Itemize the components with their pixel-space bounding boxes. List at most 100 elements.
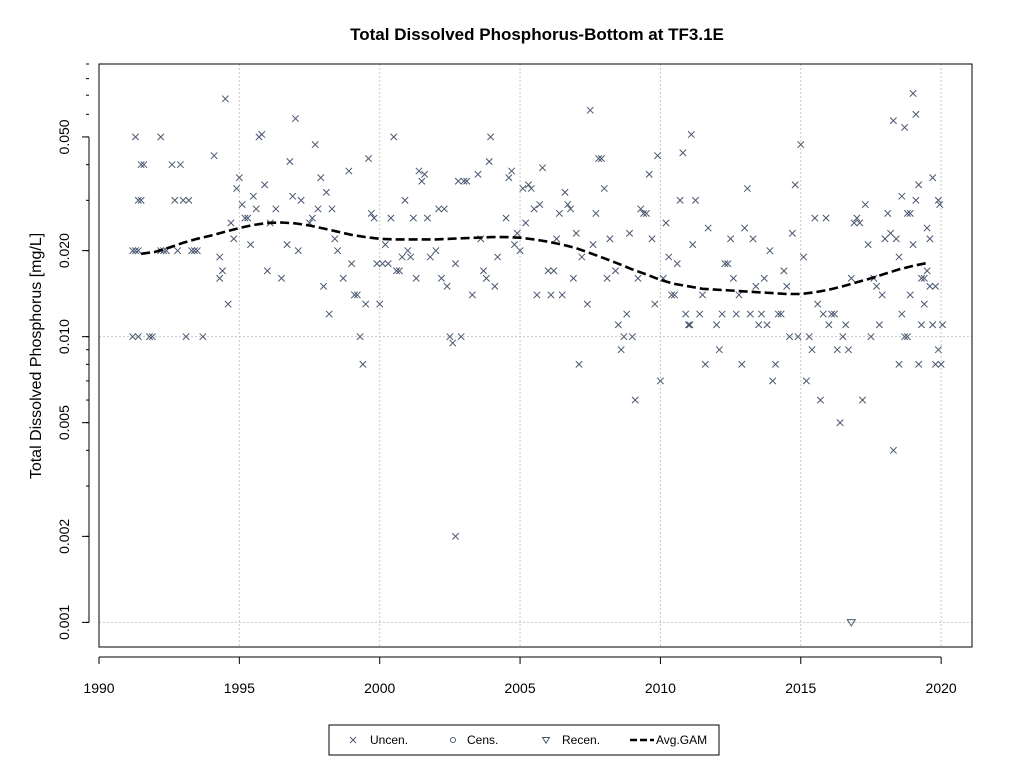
uncensored-point bbox=[325, 310, 333, 318]
legend-label: Recen. bbox=[562, 733, 600, 747]
legend-recensored-icon bbox=[541, 737, 551, 745]
uncensored-point bbox=[875, 321, 883, 329]
legend: Uncen. Cens. Recen. Avg.GAM bbox=[328, 724, 720, 756]
uncensored-point bbox=[931, 360, 940, 368]
uncensored-point bbox=[915, 181, 923, 189]
uncensored-point bbox=[376, 300, 384, 308]
uncensored-point bbox=[763, 321, 771, 329]
uncensored-point bbox=[727, 235, 735, 243]
uncensored-point bbox=[850, 219, 858, 227]
uncensored-point bbox=[906, 291, 914, 299]
uncensored-point bbox=[889, 446, 897, 454]
uncensored-point bbox=[819, 310, 827, 318]
uncensored-point bbox=[811, 214, 819, 222]
uncensored-point bbox=[547, 291, 555, 299]
uncensored-point bbox=[867, 333, 875, 341]
uncensored-point bbox=[134, 196, 142, 204]
uncensored-point bbox=[617, 346, 625, 354]
chart-title: Total Dissolved Phosphorus-Bottom at TF3… bbox=[350, 25, 724, 44]
uncensored-point bbox=[738, 360, 746, 368]
uncensored-point bbox=[749, 235, 757, 243]
uncensored-point bbox=[746, 310, 754, 318]
uncensored-point bbox=[915, 360, 923, 368]
uncensored-point bbox=[283, 241, 291, 249]
uncensored-point bbox=[218, 267, 227, 275]
uncensored-point bbox=[463, 177, 471, 185]
uncensored-point bbox=[395, 267, 403, 275]
uncensored-point bbox=[524, 181, 533, 189]
uncensored-point bbox=[909, 241, 917, 249]
uncensored-point bbox=[224, 300, 232, 308]
uncensored-point bbox=[847, 274, 855, 282]
uncensored-point bbox=[561, 188, 569, 196]
uncensored-point bbox=[356, 333, 364, 341]
uncensored-point bbox=[686, 321, 694, 329]
uncensored-point bbox=[505, 174, 513, 182]
uncensored-point bbox=[297, 196, 305, 204]
uncensored-point bbox=[752, 282, 760, 290]
uncensored-point bbox=[412, 274, 420, 282]
uncensored-point bbox=[328, 205, 336, 213]
x-tick-label: 2000 bbox=[364, 680, 395, 696]
uncensored-point bbox=[839, 333, 847, 341]
uncensored-point bbox=[418, 177, 426, 185]
uncensored-point bbox=[440, 205, 448, 213]
uncensored-point bbox=[656, 377, 664, 385]
uncensored-point bbox=[494, 253, 502, 261]
y-tick-label: 0.020 bbox=[56, 233, 72, 268]
uncensored-point bbox=[648, 235, 656, 243]
x-tick-label: 2010 bbox=[645, 680, 676, 696]
uncensored-point bbox=[176, 161, 184, 169]
uncensored-point bbox=[367, 209, 375, 217]
uncensored-point bbox=[286, 158, 294, 166]
uncensored-point bbox=[816, 396, 824, 404]
uncensored-point bbox=[713, 321, 721, 329]
uncensored-point bbox=[131, 133, 140, 141]
uncensored-point bbox=[364, 155, 373, 163]
uncensored-point bbox=[519, 184, 527, 193]
uncensored-point bbox=[741, 224, 749, 232]
uncensored-point bbox=[390, 133, 398, 141]
uncensored-point bbox=[221, 95, 229, 103]
uncensored-point bbox=[777, 310, 785, 318]
x-tick-label: 1995 bbox=[224, 680, 255, 696]
uncensored-point bbox=[527, 184, 535, 193]
uncensored-point bbox=[435, 205, 443, 213]
uncensored-point bbox=[437, 274, 446, 282]
x-tick-label: 2020 bbox=[926, 680, 957, 696]
uncensored-point bbox=[322, 188, 330, 196]
uncensored-point bbox=[729, 274, 737, 282]
uncensored-point bbox=[460, 177, 468, 185]
uncensored-point bbox=[822, 214, 830, 222]
uncensored-point bbox=[640, 209, 648, 217]
uncensored-point bbox=[842, 321, 850, 329]
uncensored-point bbox=[449, 339, 457, 347]
uncensored-point bbox=[887, 229, 895, 237]
uncensored-point bbox=[160, 247, 168, 255]
uncensored-point bbox=[931, 282, 940, 290]
y-tick-label: 0.050 bbox=[56, 119, 72, 154]
uncensored-point bbox=[687, 130, 695, 139]
uncensored-point bbox=[800, 253, 808, 261]
uncensored-point bbox=[179, 196, 187, 204]
uncensored-point bbox=[771, 360, 780, 368]
uncensored-point bbox=[856, 219, 864, 227]
uncensored-point bbox=[314, 205, 322, 213]
uncensored-point bbox=[134, 333, 142, 341]
uncensored-point bbox=[676, 196, 684, 204]
uncensored-point bbox=[853, 214, 861, 222]
uncensored-point bbox=[903, 333, 911, 341]
uncensored-point bbox=[378, 260, 387, 268]
uncensored-point bbox=[929, 174, 937, 182]
uncensored-point bbox=[620, 333, 628, 341]
gam-curve-layer bbox=[140, 221, 928, 296]
uncensored-point bbox=[926, 282, 934, 290]
uncensored-point bbox=[668, 291, 676, 299]
uncensored-point bbox=[350, 291, 358, 299]
uncensored-point bbox=[586, 106, 594, 114]
uncensored-point bbox=[926, 235, 934, 243]
uncensored-point bbox=[188, 247, 196, 255]
uncensored-point bbox=[277, 274, 286, 282]
uncensored-point bbox=[589, 241, 597, 249]
legend-uncensored-icon bbox=[349, 736, 357, 744]
